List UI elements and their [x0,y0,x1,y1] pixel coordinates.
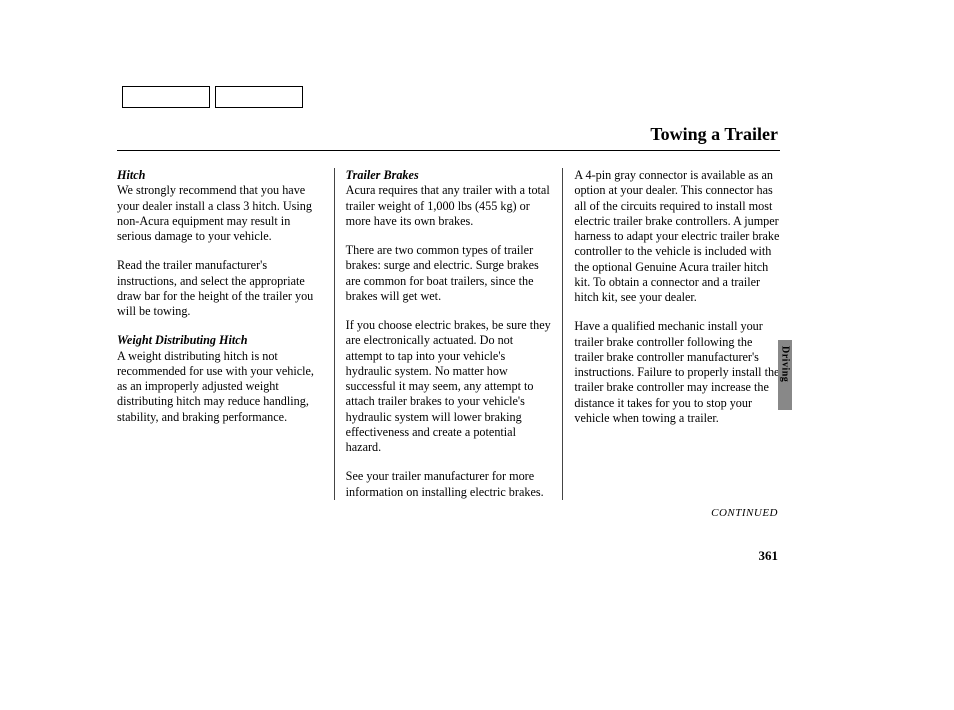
body-text: A weight distributing hitch is not recom… [117,349,314,424]
body-text: Acura requires that any trailer with a t… [346,183,550,228]
header-box-2 [215,86,303,108]
header-box-1 [122,86,210,108]
column-2: Trailer Brakes Acura requires that any t… [334,168,563,500]
body-text: If you choose electric brakes, be sure t… [346,318,552,455]
title-rule [117,150,780,151]
body-text: Have a qualified mechanic install your t… [574,319,780,426]
column-1: Hitch We strongly recommend that you hav… [117,168,334,500]
page-number: 361 [759,548,779,564]
section-tab: Driving [778,340,792,410]
continued-label: CONTINUED [711,507,778,519]
content-columns: Hitch We strongly recommend that you hav… [117,168,780,500]
body-text: Read the trailer manufacturer's instruct… [117,258,323,319]
top-box-row [122,86,303,108]
manual-page: Towing a Trailer Hitch We strongly recom… [0,0,954,710]
body-text: There are two common types of trailer br… [346,243,552,304]
section-tab-label: Driving [780,346,791,382]
body-text: We strongly recommend that you have your… [117,183,312,243]
heading-hitch: Hitch [117,168,145,182]
body-text: A 4-pin gray connector is available as a… [574,168,780,305]
page-title: Towing a Trailer [650,124,778,145]
body-text: See your trailer manufacturer for more i… [346,469,552,500]
heading-weight-dist: Weight Distributing Hitch [117,333,247,347]
column-3: A 4-pin gray connector is available as a… [562,168,780,500]
heading-trailer-brakes: Trailer Brakes [346,168,419,182]
